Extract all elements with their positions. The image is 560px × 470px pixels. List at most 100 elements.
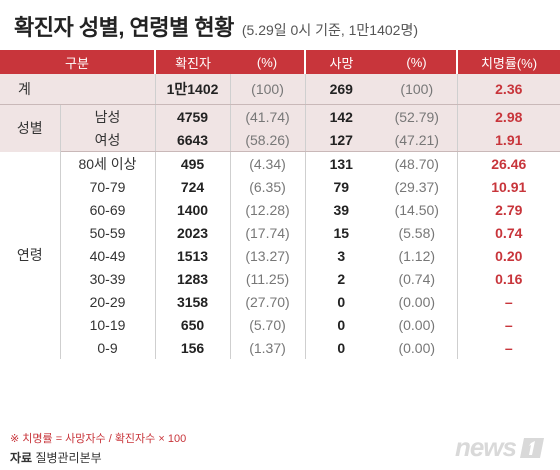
age-confirmed: 1400 — [155, 198, 231, 221]
age-confirmed-pct: (1.37) — [230, 336, 306, 359]
age-deaths: 79 — [333, 178, 350, 195]
age-confirmed-pct: (12.28) — [230, 198, 306, 221]
age-deaths-pct: (0.00) — [377, 313, 458, 336]
age-row: 20-29 3158 (27.70) 0 (0.00) – — [0, 290, 560, 313]
total-confirmed: 1만1402 — [155, 74, 231, 105]
age-deaths: 3 — [337, 247, 346, 264]
age-row: 10-19 650 (5.70) 0 (0.00) – — [0, 313, 560, 336]
age-subgroup: 50-59 — [60, 221, 156, 244]
age-fatality: 2.79 — [495, 201, 523, 218]
age-confirmed: 1513 — [155, 244, 231, 267]
sex-deaths: 127 — [305, 128, 378, 152]
sex-confirmed: 4759 — [155, 104, 231, 128]
sex-row: 성별 남성 4759 (41.74) 142 (52.79) 2.98 — [0, 104, 560, 152]
logo-text: news — [454, 432, 517, 462]
total-fatality: 2.36 — [457, 74, 560, 105]
age-subgroup: 40-49 — [60, 244, 156, 267]
sex-subgroup: 여성 — [60, 128, 156, 152]
age-subgroup: 0-9 — [60, 336, 156, 359]
source-label: 자료 — [10, 451, 33, 465]
age-row: 50-59 2023 (17.74) 15 (5.58) 0.74 — [0, 221, 560, 244]
sex-deaths-pct: (47.21) — [377, 128, 458, 152]
age-row: 30-39 1283 (11.25) 2 (0.74) 0.16 — [0, 267, 560, 290]
age-subgroup: 60-69 — [60, 198, 156, 221]
age-row: 40-49 1513 (13.27) 3 (1.12) 0.20 — [0, 244, 560, 267]
age-subgroup: 70-79 — [60, 175, 156, 198]
header-category: 구분 — [0, 50, 156, 74]
page-title: 확진자 성별, 연령별 현황 — [14, 15, 234, 40]
age-subgroup: 10-19 — [60, 313, 156, 336]
age-row: 70-79 724 (6.35) 79 (29.37) 10.91 — [0, 175, 560, 198]
age-confirmed: 156 — [155, 336, 231, 359]
age-confirmed-pct: (17.74) — [230, 221, 306, 244]
age-fatality: – — [504, 293, 513, 310]
age-deaths: 0 — [337, 293, 346, 310]
age-confirmed-pct: (11.25) — [230, 267, 306, 290]
age-fatality: 26.46 — [491, 155, 527, 172]
source-text: 질병관리본부 — [35, 451, 102, 465]
age-deaths: 0 — [337, 316, 346, 333]
table-header-row: 구분 확진자 (%) 사망 (%) 치명률(%) — [0, 50, 560, 74]
total-confirmed-pct: (100) — [230, 74, 306, 105]
source-line: 자료 질병관리본부 — [10, 449, 102, 466]
age-subgroup: 20-29 — [60, 290, 156, 313]
sex-subgroup: 남성 — [60, 104, 156, 128]
age-deaths-pct: (48.70) — [377, 151, 458, 175]
total-deaths: 269 — [305, 74, 378, 105]
age-deaths-pct: (14.50) — [377, 198, 458, 221]
header-confirmed-pct: (%) — [230, 50, 306, 74]
age-row: 연령 80세 이상 495 (4.34) 131 (48.70) 26.46 — [0, 151, 560, 359]
age-deaths: 39 — [333, 201, 350, 218]
age-deaths-pct: (0.74) — [377, 267, 458, 290]
age-confirmed: 3158 — [155, 290, 231, 313]
footnote: ※ 치명률 = 사망자수 / 확진자수 × 100 — [10, 433, 187, 445]
header-confirmed: 확진자 — [154, 50, 231, 74]
sex-confirmed-pct: (41.74) — [230, 104, 306, 128]
sex-fatality: 1.91 — [457, 128, 560, 152]
age-row: 0-9 156 (1.37) 0 (0.00) – — [0, 336, 560, 359]
sex-deaths-pct: (52.79) — [377, 104, 458, 128]
age-deaths-pct: (29.37) — [377, 175, 458, 198]
stats-table: 구분 확진자 (%) 사망 (%) 치명률(%) 계 1만1402 (100) … — [0, 50, 560, 359]
age-confirmed-pct: (4.34) — [230, 151, 306, 175]
age-fatality: 0.20 — [495, 247, 523, 264]
sex-deaths: 142 — [305, 104, 378, 128]
page-subtitle: (5.29일 0시 기준, 1만1402명) — [241, 22, 418, 38]
age-confirmed-pct: (5.70) — [230, 313, 306, 336]
age-confirmed: 1283 — [155, 267, 231, 290]
sex-fatality: 2.98 — [457, 104, 560, 128]
age-deaths-pct: (1.12) — [377, 244, 458, 267]
age-confirmed: 495 — [155, 151, 231, 175]
sex-confirmed: 6643 — [155, 128, 231, 152]
age-confirmed-pct: (27.70) — [230, 290, 306, 313]
age-deaths: 2 — [337, 270, 346, 287]
age-fatality: – — [504, 339, 513, 356]
age-deaths: 131 — [329, 155, 353, 172]
sex-group-label: 성별 — [0, 104, 61, 152]
age-fatality: 0.16 — [495, 270, 523, 287]
age-row: 60-69 1400 (12.28) 39 (14.50) 2.79 — [0, 198, 560, 221]
sex-confirmed-pct: (58.26) — [230, 128, 306, 152]
total-row: 계 1만1402 (100) 269 (100) 2.36 — [0, 74, 560, 105]
age-subgroup: 80세 이상 — [60, 151, 156, 175]
title-area: 확진자 성별, 연령별 현황 (5.29일 0시 기준, 1만1402명) — [14, 10, 418, 40]
total-label: 계 — [0, 74, 156, 105]
news1-badge-icon — [520, 437, 544, 458]
age-deaths: 0 — [337, 339, 346, 356]
age-fatality: – — [504, 316, 513, 333]
header-fatality: 치명률(%) — [456, 50, 560, 74]
age-confirmed: 2023 — [155, 221, 231, 244]
header-deaths-pct: (%) — [377, 50, 458, 74]
age-fatality: 0.74 — [495, 224, 523, 241]
age-confirmed: 650 — [155, 313, 231, 336]
age-confirmed-pct: (6.35) — [230, 175, 306, 198]
age-deaths-pct: (0.00) — [377, 290, 458, 313]
age-confirmed: 724 — [155, 175, 231, 198]
age-fatality: 10.91 — [491, 178, 527, 195]
age-deaths: 15 — [333, 224, 350, 241]
age-deaths-pct: (5.58) — [377, 221, 458, 244]
age-subgroup: 30-39 — [60, 267, 156, 290]
sex-row: 여성 6643 (58.26) 127 (47.21) 1.91 — [0, 128, 560, 152]
total-deaths-pct: (100) — [377, 74, 458, 105]
age-confirmed-pct: (13.27) — [230, 244, 306, 267]
